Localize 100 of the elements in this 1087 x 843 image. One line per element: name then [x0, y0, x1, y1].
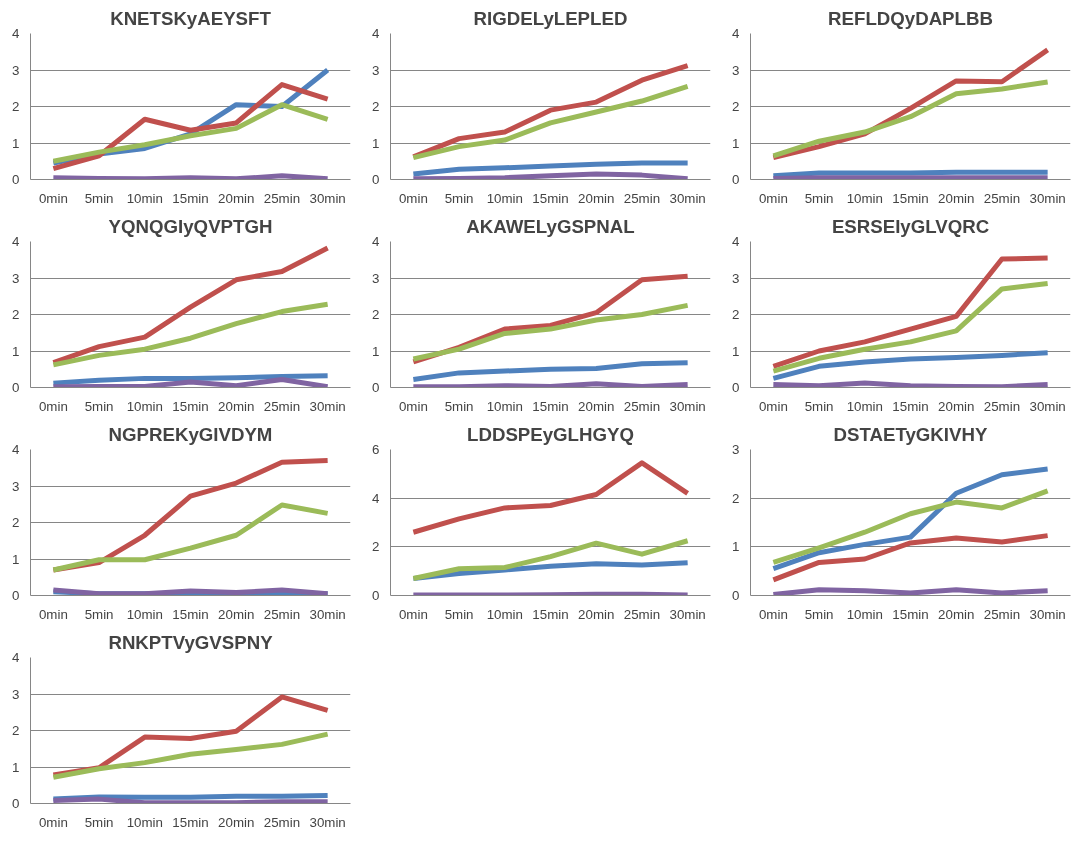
y-tick-label: 0 — [732, 588, 740, 603]
y-tick-label: 0 — [12, 172, 20, 187]
chart-title: RIGDELyLEPLED — [473, 7, 628, 29]
x-tick-label: 30min — [669, 190, 706, 206]
y-tick-label: 4 — [372, 234, 381, 249]
y-tick-label: 3 — [12, 62, 20, 78]
x-tick-label: 30min — [309, 190, 346, 206]
x-tick-label: 10min — [486, 606, 523, 622]
y-tick-label: 2 — [732, 307, 740, 322]
y-tick-label: 2 — [12, 99, 20, 114]
y-tick-label: 2 — [372, 307, 380, 322]
x-tick-label: 30min — [309, 398, 346, 414]
x-tick-label: 0min — [38, 190, 68, 206]
x-tick-label: 20min — [218, 398, 255, 414]
chart-title: REFLDQyDAPLBB — [828, 7, 993, 29]
y-tick-label: 3 — [732, 270, 740, 286]
y-tick-label: 3 — [732, 62, 740, 78]
x-tick-label: 15min — [892, 606, 929, 622]
y-tick-label: 2 — [732, 490, 740, 506]
y-tick-label: 4 — [732, 234, 741, 249]
y-tick-label: 0 — [732, 172, 740, 187]
x-tick-label: 20min — [938, 606, 975, 622]
y-tick-label: 3 — [732, 442, 740, 457]
x-tick-label: 20min — [578, 398, 615, 414]
y-tick-label: 1 — [372, 343, 380, 359]
x-tick-label: 20min — [938, 398, 975, 414]
x-tick-label: 5min — [84, 606, 114, 622]
x-tick-label: 30min — [1029, 190, 1066, 206]
y-tick-label: 6 — [372, 442, 380, 457]
x-tick-label: 30min — [1029, 606, 1066, 622]
x-tick-label: 5min — [804, 398, 834, 414]
x-tick-label: 0min — [38, 814, 68, 830]
y-tick-label: 2 — [732, 99, 740, 114]
y-tick-label: 2 — [12, 515, 20, 530]
chart-title: KNETSKyAEYSFT — [110, 7, 272, 29]
chart-title: RNKPTVyGVSPNY — [108, 631, 274, 653]
chart-title: DSTAETyGKIVHY — [833, 423, 988, 445]
y-tick-label: 0 — [372, 172, 380, 187]
x-tick-label: 20min — [938, 190, 975, 206]
x-tick-label: 15min — [172, 606, 209, 622]
x-tick-label: 25min — [623, 398, 661, 414]
x-tick-label: 5min — [84, 814, 114, 830]
x-tick-label: 15min — [172, 190, 209, 206]
x-tick-label: 0min — [758, 606, 788, 622]
chart-title: NGPREKyGIVDYM — [108, 423, 273, 445]
x-tick-label: 10min — [846, 606, 883, 622]
x-tick-label: 0min — [758, 398, 788, 414]
x-tick-label: 10min — [486, 398, 523, 414]
x-tick-label: 15min — [172, 814, 209, 830]
x-tick-label: 5min — [444, 190, 474, 206]
y-tick-label: 2 — [12, 307, 20, 322]
x-tick-label: 10min — [126, 814, 163, 830]
y-tick-label: 0 — [372, 588, 380, 603]
x-tick-label: 25min — [983, 190, 1021, 206]
x-tick-label: 30min — [669, 398, 706, 414]
y-tick-label: 1 — [732, 135, 740, 151]
y-tick-label: 0 — [12, 796, 20, 811]
x-tick-label: 0min — [38, 606, 68, 622]
x-tick-label: 25min — [983, 606, 1021, 622]
x-tick-label: 5min — [804, 606, 834, 622]
y-tick-label: 4 — [732, 26, 741, 41]
x-tick-label: 20min — [218, 190, 255, 206]
x-tick-label: 10min — [486, 190, 523, 206]
x-tick-label: 0min — [398, 190, 428, 206]
y-tick-label: 1 — [732, 539, 740, 555]
x-tick-label: 30min — [309, 606, 346, 622]
chart-title: YQNQGIyQVPTGH — [108, 215, 273, 237]
y-tick-label: 1 — [732, 343, 740, 359]
x-tick-label: 20min — [218, 606, 255, 622]
x-tick-label: 15min — [892, 398, 929, 414]
x-tick-label: 25min — [263, 814, 301, 830]
y-tick-label: 1 — [12, 759, 20, 775]
y-tick-label: 4 — [372, 26, 381, 41]
y-tick-label: 0 — [12, 588, 20, 603]
x-tick-label: 30min — [309, 814, 346, 830]
x-tick-label: 25min — [623, 606, 661, 622]
x-tick-label: 25min — [263, 606, 301, 622]
x-tick-label: 25min — [263, 398, 301, 414]
x-tick-label: 25min — [263, 190, 301, 206]
y-tick-label: 1 — [12, 343, 20, 359]
x-tick-label: 0min — [398, 606, 428, 622]
x-tick-label: 15min — [532, 398, 569, 414]
y-tick-label: 4 — [12, 234, 21, 249]
chart-title: ESRSEIyGLVQRC — [831, 215, 990, 237]
x-tick-label: 15min — [532, 606, 569, 622]
y-tick-label: 0 — [732, 380, 740, 395]
y-tick-label: 0 — [372, 380, 380, 395]
y-tick-label: 2 — [372, 539, 380, 555]
x-tick-label: 15min — [172, 398, 209, 414]
y-tick-label: 0 — [12, 380, 20, 395]
y-tick-label: 1 — [372, 135, 380, 151]
x-tick-label: 20min — [578, 190, 615, 206]
chart-title: AKAWELyGSPNAL — [466, 215, 635, 237]
y-tick-label: 3 — [372, 270, 380, 286]
x-tick-label: 5min — [84, 190, 114, 206]
x-tick-label: 10min — [126, 190, 163, 206]
y-tick-label: 4 — [12, 26, 21, 41]
chart-title: LDDSPEyGLHGYQ — [467, 423, 634, 445]
x-tick-label: 30min — [1029, 398, 1066, 414]
y-tick-label: 3 — [372, 62, 380, 78]
